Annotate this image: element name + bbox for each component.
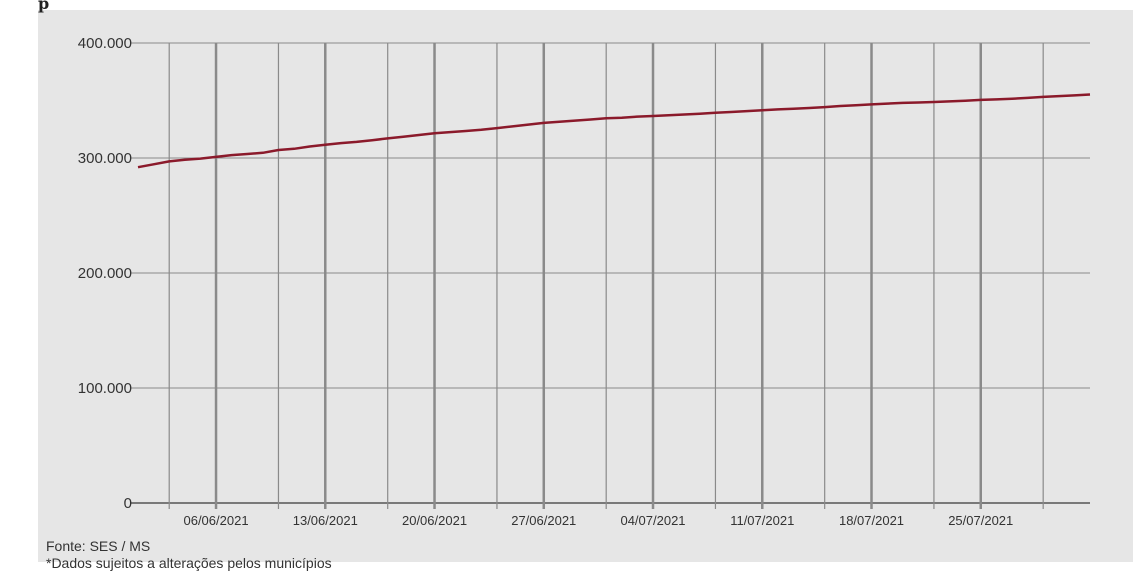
x-tick-label: 25/07/2021	[948, 513, 1013, 528]
y-tick-label: 400.000	[78, 35, 132, 52]
series-lines	[137, 93, 1091, 169]
x-axis-ticks: 06/06/2021 13/06/2021 20/06/2021 27/06/2021…	[183, 513, 1013, 528]
grid	[130, 42, 1090, 509]
y-tick-label: 200.000	[78, 265, 132, 282]
y-tick-label: 300.000	[78, 150, 132, 167]
x-tick-label: 04/07/2021	[620, 513, 685, 528]
data-disclaimer: *Dados sujeitos a alterações pelos munic…	[46, 555, 332, 571]
y-tick-label: 100.000	[78, 380, 132, 397]
x-tick-label: 27/06/2021	[511, 513, 576, 528]
x-tick-label: 13/06/2021	[293, 513, 358, 528]
source-note: Fonte: SES / MS	[46, 538, 151, 554]
y-axis-ticks: 0 100.000 200.000 300.000 400.000	[78, 35, 132, 512]
header-fragment: p	[38, 0, 50, 13]
x-tick-label: 18/07/2021	[839, 513, 904, 528]
y-tick-label: 0	[124, 495, 132, 512]
series-line	[137, 93, 1091, 169]
x-tick-label: 06/06/2021	[183, 513, 248, 528]
x-tick-label: 20/06/2021	[402, 513, 467, 528]
x-tick-label: 11/07/2021	[730, 513, 794, 528]
